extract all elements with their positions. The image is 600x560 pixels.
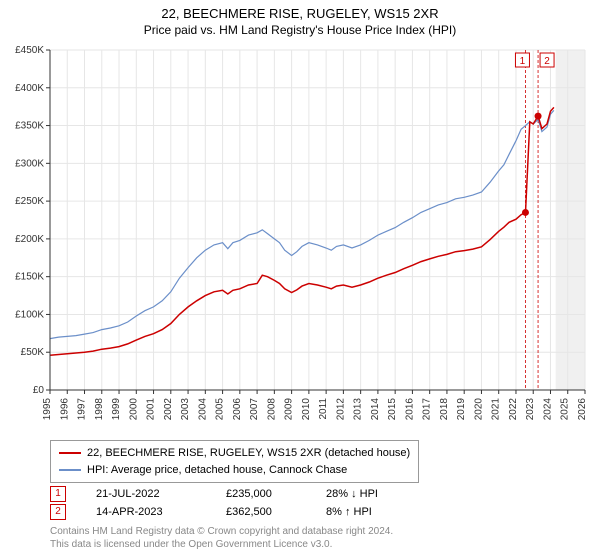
table-row: 2 14-APR-2023 £362,500 8% ↑ HPI [50,503,426,521]
svg-text:2001: 2001 [146,398,157,421]
svg-text:2025: 2025 [560,398,571,421]
svg-text:£150K: £150K [15,272,44,283]
svg-text:£450K: £450K [15,45,44,56]
svg-text:2019: 2019 [456,398,467,421]
svg-text:£350K: £350K [15,121,44,132]
svg-text:2016: 2016 [404,398,415,421]
sale-badge: 2 [50,504,66,520]
svg-text:1: 1 [520,56,526,67]
sale-date: 14-APR-2023 [96,506,226,518]
svg-text:1998: 1998 [94,398,105,421]
svg-text:2009: 2009 [284,398,295,421]
svg-text:2: 2 [544,56,550,67]
svg-text:2000: 2000 [128,398,139,421]
legend-label-property: 22, BEECHMERE RISE, RUGELEY, WS15 2XR (d… [87,445,410,462]
legend-swatch-property [59,452,81,454]
sale-price: £235,000 [226,488,326,500]
svg-text:2007: 2007 [249,398,260,421]
svg-text:2018: 2018 [439,398,450,421]
svg-text:2017: 2017 [422,398,433,421]
table-row: 1 21-JUL-2022 £235,000 28% ↓ HPI [50,485,426,503]
svg-text:2013: 2013 [353,398,364,421]
svg-text:2005: 2005 [215,398,226,421]
svg-text:2023: 2023 [525,398,536,421]
footer-line: Contains HM Land Registry data © Crown c… [50,525,393,538]
svg-text:2011: 2011 [318,398,329,420]
svg-text:2002: 2002 [163,398,174,421]
svg-text:£300K: £300K [15,158,44,169]
svg-text:2021: 2021 [491,398,502,421]
line-chart: 1 2 £0 £50K £100K £150K £200K £250K £300K £350K £4… [0,0,600,440]
svg-text:2012: 2012 [335,398,346,421]
svg-text:1996: 1996 [59,398,70,421]
svg-text:2003: 2003 [180,398,191,421]
svg-text:1997: 1997 [77,398,88,421]
svg-text:£100K: £100K [15,309,44,320]
svg-text:2015: 2015 [387,398,398,421]
sale-hpi: 8% ↑ HPI [326,506,426,518]
svg-text:£400K: £400K [15,83,44,94]
sales-table: 1 21-JUL-2022 £235,000 28% ↓ HPI 2 14-AP… [50,485,426,521]
sale-badge: 1 [50,486,66,502]
svg-text:£250K: £250K [15,196,44,207]
footer-line: This data is licensed under the Open Gov… [50,538,393,551]
footer: Contains HM Land Registry data © Crown c… [50,525,393,551]
sale-price: £362,500 [226,506,326,518]
svg-text:2024: 2024 [542,398,553,421]
svg-text:1995: 1995 [42,398,53,421]
svg-text:2026: 2026 [577,398,588,421]
legend-item-property: 22, BEECHMERE RISE, RUGELEY, WS15 2XR (d… [59,445,410,462]
legend-swatch-hpi [59,469,81,471]
sale-hpi: 28% ↓ HPI [326,488,426,500]
svg-text:2022: 2022 [508,398,519,421]
svg-text:£0: £0 [33,385,45,396]
svg-text:1999: 1999 [111,398,122,421]
sale-date: 21-JUL-2022 [96,488,226,500]
chart-container: 22, BEECHMERE RISE, RUGELEY, WS15 2XR Pr… [0,0,600,560]
svg-text:2006: 2006 [232,398,243,421]
legend-label-hpi: HPI: Average price, detached house, Cann… [87,462,347,479]
svg-text:£50K: £50K [21,347,45,358]
svg-text:2020: 2020 [473,398,484,421]
svg-text:2008: 2008 [266,398,277,421]
svg-text:£200K: £200K [15,234,44,245]
legend-item-hpi: HPI: Average price, detached house, Cann… [59,462,410,479]
svg-text:2010: 2010 [301,398,312,421]
legend: 22, BEECHMERE RISE, RUGELEY, WS15 2XR (d… [50,440,419,483]
svg-text:2014: 2014 [370,398,381,421]
svg-text:2004: 2004 [197,398,208,421]
